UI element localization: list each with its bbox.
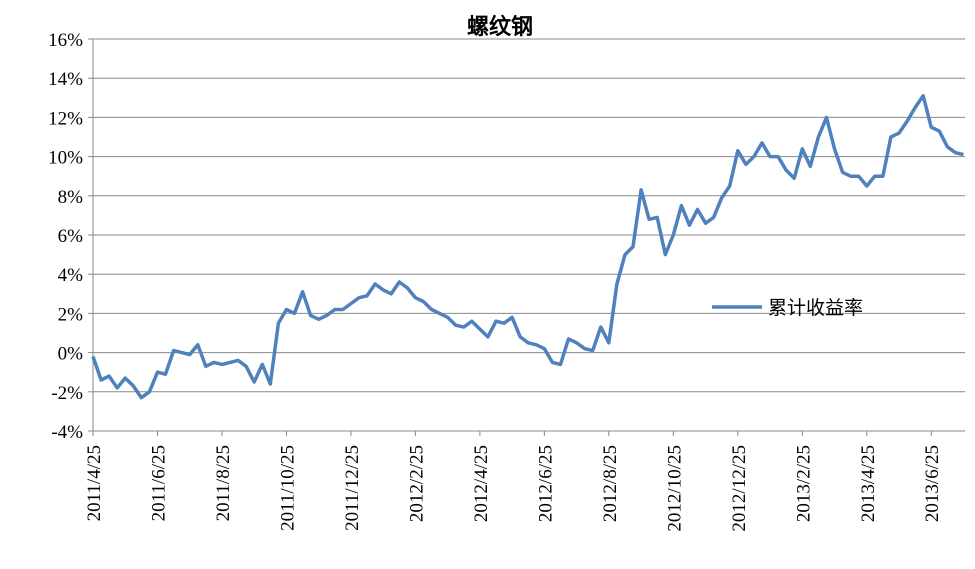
- y-tick-label: 12%: [48, 108, 83, 129]
- chart-title: 螺纹钢: [467, 14, 533, 39]
- y-tick-label: -4%: [51, 422, 83, 443]
- data-line: [91, 94, 964, 400]
- x-tick-label: 2011/12/25: [342, 445, 363, 531]
- y-tick-label: 8%: [58, 187, 84, 208]
- x-tick-label: 2011/10/25: [277, 445, 298, 531]
- x-tick-label: 2013/4/25: [858, 445, 879, 522]
- y-tick-label: 2%: [58, 304, 84, 325]
- x-tick-label: 2011/6/25: [148, 445, 169, 521]
- y-tick-label: 4%: [58, 265, 84, 286]
- x-tick-label: 2013/6/25: [922, 445, 943, 522]
- x-tick-label: 2012/6/25: [535, 445, 556, 522]
- x-tick-label: 2011/4/25: [84, 445, 105, 521]
- legend-label: 累计收益率: [768, 297, 863, 319]
- y-tick-label: 10%: [48, 148, 83, 169]
- x-tick-label: 2012/12/25: [729, 445, 750, 532]
- x-tick-label: 2012/10/25: [664, 445, 685, 532]
- y-tick-label: -2%: [51, 383, 83, 404]
- y-tick-label: 0%: [58, 344, 84, 365]
- y-tick-label: 14%: [48, 69, 83, 90]
- y-tick-label: 6%: [58, 226, 84, 247]
- x-tick-label: 2011/8/25: [213, 445, 234, 521]
- x-tick-label: 2012/4/25: [471, 445, 492, 522]
- x-tick-label: 2012/8/25: [600, 445, 621, 522]
- y-tick-label: 16%: [48, 30, 83, 51]
- x-tick-label: 2013/2/25: [793, 445, 814, 522]
- x-tick-label: 2012/2/25: [406, 445, 427, 522]
